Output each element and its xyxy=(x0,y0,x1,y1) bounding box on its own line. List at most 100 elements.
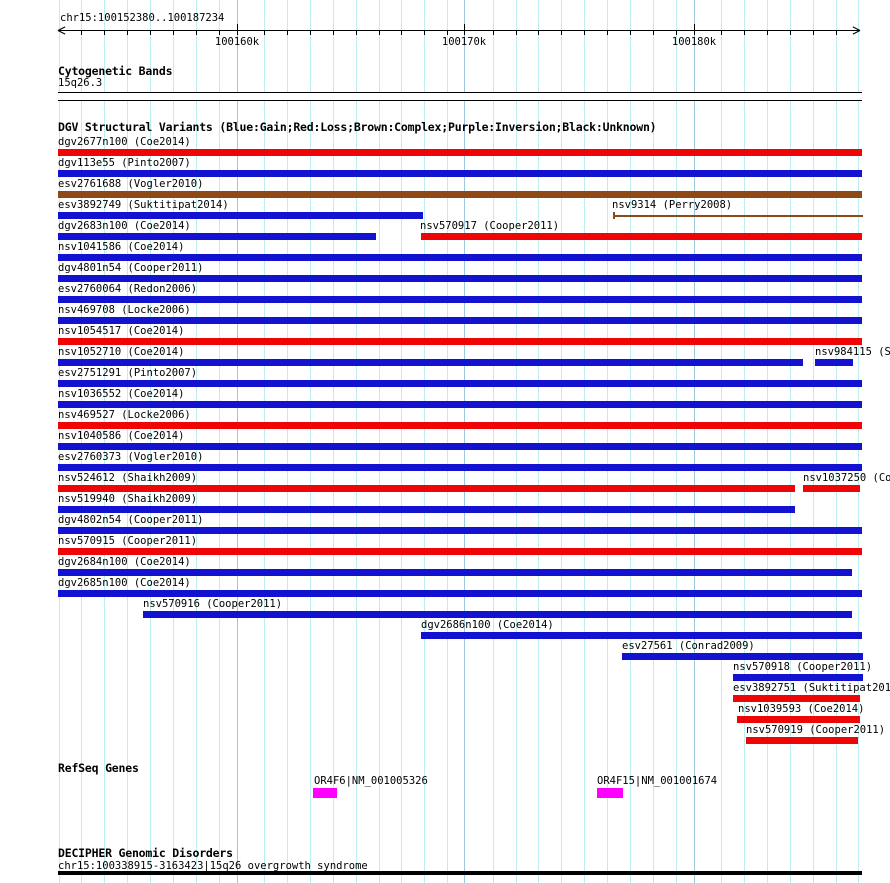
grid-line-minor xyxy=(652,0,654,883)
ruler-tick-label: 100170k xyxy=(441,36,487,48)
variant-bar[interactable] xyxy=(58,401,862,408)
region-label: chr15:100152380..100187234 xyxy=(60,12,225,24)
variant-bar[interactable] xyxy=(58,170,862,177)
variant-bar[interactable] xyxy=(58,443,862,450)
variant-bar[interactable] xyxy=(737,716,860,723)
variant-label: esv2751291 (Pinto2007) xyxy=(58,367,198,379)
variant-label: dgv2684n100 (Coe2014) xyxy=(58,556,191,568)
grid-line-minor xyxy=(401,0,403,883)
variant-bar[interactable] xyxy=(58,380,862,387)
gene-box[interactable] xyxy=(313,788,337,798)
variant-label: nsv9314 (Perry2008) xyxy=(612,199,733,211)
grid-line-major xyxy=(694,0,695,883)
section-title-refseq: RefSeq Genes xyxy=(58,761,139,775)
grid-line-minor xyxy=(81,0,83,883)
variant-bar[interactable] xyxy=(815,359,853,366)
ruler-tick xyxy=(515,31,517,35)
variant-label: dgv2685n100 (Coe2014) xyxy=(58,577,191,589)
variant-label: nsv1040586 (Coe2014) xyxy=(58,430,185,442)
ruler-tick xyxy=(127,31,129,35)
variant-bar[interactable] xyxy=(803,485,860,492)
variant-label: dgv4801n54 (Cooper2011) xyxy=(58,262,204,274)
grid-line-minor xyxy=(835,0,837,883)
variant-bar[interactable] xyxy=(421,632,862,639)
grid-line-minor xyxy=(744,0,746,883)
grid-line-minor xyxy=(104,0,106,883)
variant-bar[interactable] xyxy=(58,485,795,492)
variant-label: nsv524612 (Shaikh2009) xyxy=(58,472,198,484)
grid-line-minor xyxy=(447,0,449,883)
grid-line-minor xyxy=(721,0,723,883)
grid-line-minor xyxy=(424,0,426,883)
ruler-tick xyxy=(424,31,426,35)
ruler-tick xyxy=(835,31,837,35)
ruler-tick xyxy=(538,31,540,35)
variant-bar[interactable] xyxy=(58,590,862,597)
ruler-tick xyxy=(789,31,791,35)
grid-line-minor xyxy=(195,0,197,883)
ruler-major-tick xyxy=(464,24,465,35)
decipher-bar[interactable] xyxy=(58,871,862,875)
gene-box[interactable] xyxy=(597,788,623,798)
variant-bar[interactable] xyxy=(58,254,862,261)
ruler-tick xyxy=(150,31,151,35)
grid-line-minor xyxy=(789,0,791,883)
gene-label: OR4F6|NM_001005326 xyxy=(314,775,428,787)
variant-bar[interactable] xyxy=(58,464,862,471)
variant-label: nsv570915 (Cooper2011) xyxy=(58,535,198,547)
grid-line-minor xyxy=(218,0,220,883)
variant-bar[interactable] xyxy=(58,275,862,282)
variant-label: dgv2683n100 (Coe2014) xyxy=(58,220,191,232)
section-title-dgv: DGV Structural Variants (Blue:Gain;Red:L… xyxy=(58,120,657,134)
variant-label: nsv1041586 (Coe2014) xyxy=(58,241,185,253)
variant-label: esv2761688 (Vogler2010) xyxy=(58,178,204,190)
ruler-tick xyxy=(812,31,814,35)
gene-label: OR4F15|NM_001001674 xyxy=(597,775,718,787)
ruler-major-tick xyxy=(237,24,238,35)
variant-bar[interactable] xyxy=(58,569,852,576)
grid-line-minor xyxy=(629,0,631,883)
grid-line-minor xyxy=(584,0,586,883)
band-bar[interactable] xyxy=(58,92,862,101)
variant-bar[interactable] xyxy=(58,422,862,429)
variant-bar[interactable] xyxy=(58,359,803,366)
variant-bar[interactable] xyxy=(58,338,862,345)
variant-bar[interactable] xyxy=(58,212,423,219)
variant-bar[interactable] xyxy=(733,674,863,681)
variant-bar[interactable] xyxy=(421,233,862,240)
grid-line-minor xyxy=(58,0,60,883)
ruler-tick xyxy=(287,31,289,35)
ruler-tick xyxy=(172,31,174,35)
variant-label: nsv1054517 (Coe2014) xyxy=(58,325,185,337)
variant-bar[interactable] xyxy=(733,695,860,702)
variant-label: nsv570919 (Cooper2011) xyxy=(746,724,886,736)
ruler-tick xyxy=(721,31,723,35)
variant-bar[interactable] xyxy=(622,653,863,660)
grid-line-minor xyxy=(127,0,129,883)
decipher-entry-label: chr15:100338915-3163423|15q26 overgrowth… xyxy=(58,860,368,872)
variant-bar[interactable] xyxy=(58,317,862,324)
variant-bar[interactable] xyxy=(58,548,862,555)
ruler-tick xyxy=(561,31,563,35)
variant-bar[interactable] xyxy=(58,191,862,198)
variant-label: dgv2677n100 (Coe2014) xyxy=(58,136,191,148)
ruler-tick xyxy=(766,31,768,35)
variant-label: nsv1036552 (Coe2014) xyxy=(58,388,185,400)
grid-line-minor xyxy=(150,0,151,883)
variant-bar[interactable] xyxy=(746,737,858,744)
grid-line-major xyxy=(237,0,238,883)
variant-bar[interactable] xyxy=(143,611,852,618)
grid-line-minor xyxy=(675,0,677,883)
variant-bar[interactable] xyxy=(58,233,376,240)
variant-bar[interactable] xyxy=(58,527,862,534)
variant-bar[interactable] xyxy=(58,506,795,513)
ruler-tick xyxy=(309,31,311,35)
ruler-line xyxy=(58,30,860,31)
variant-bar[interactable] xyxy=(58,149,862,156)
band-label: 15q26.3 xyxy=(58,77,103,89)
grid-line-minor xyxy=(538,0,540,883)
variant-label: nsv570918 (Cooper2011) xyxy=(733,661,873,673)
variant-bar[interactable] xyxy=(58,296,862,303)
variant-bar[interactable] xyxy=(613,215,863,217)
variant-bar-end-cap xyxy=(613,212,615,219)
